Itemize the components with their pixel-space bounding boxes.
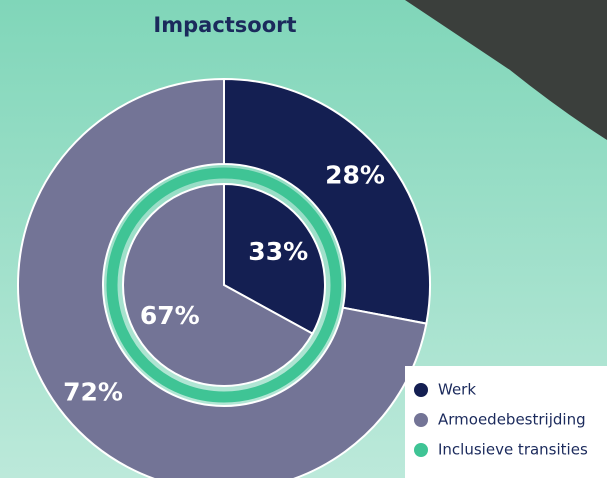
pie-slice (122, 182, 314, 387)
legend: Werk Armoedebestrijding Inclusieve transit… (414, 381, 588, 459)
pie-slice (223, 77, 431, 325)
legend-box (405, 366, 607, 478)
legend-label: Inclusieve transities (438, 441, 588, 459)
data-label: 28% (325, 161, 385, 190)
legend-swatch (414, 413, 428, 427)
legend-swatch (414, 443, 428, 457)
legend-label: Armoedebestrijding (438, 411, 586, 429)
data-label: 72% (63, 377, 123, 406)
data-label: 33% (248, 237, 308, 266)
ring (106, 167, 342, 403)
photo-corner (405, 0, 607, 140)
chart-title: Impactsoort (153, 13, 296, 37)
legend-label: Werk (438, 381, 476, 399)
pie-slice (223, 182, 326, 336)
pie-slice (17, 77, 428, 478)
legend-swatch (414, 383, 428, 397)
data-label: 67% (140, 301, 200, 330)
pie: 28% 72% 33% 67% (17, 77, 431, 478)
